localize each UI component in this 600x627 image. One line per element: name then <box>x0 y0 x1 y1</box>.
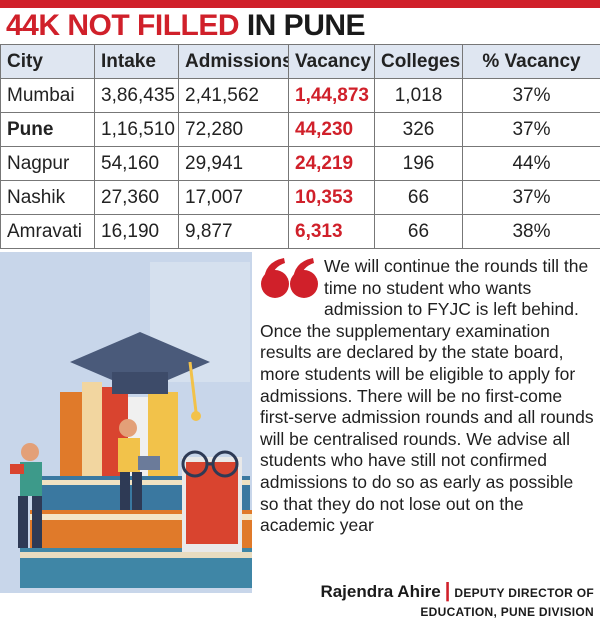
headline-rest: IN PUNE <box>239 9 366 42</box>
student-left-head <box>21 443 39 461</box>
cell-colleges: 1,018 <box>374 78 463 113</box>
table-row: Nagpur 54,160 29,941 24,219 196 44% <box>0 146 600 181</box>
cell-city: Nagpur <box>0 146 95 181</box>
cell-colleges: 66 <box>374 180 463 215</box>
table-row: Nashik 27,360 17,007 10,353 66 37% <box>0 180 600 215</box>
author-name: Rajendra Ahire <box>320 582 441 601</box>
cell-city: Pune <box>0 112 95 147</box>
cell-vacancy: 44,230 <box>288 112 375 147</box>
headline-red: 44K NOT FILLED <box>6 9 240 42</box>
quote-box: We will continue the rounds till the tim… <box>256 252 596 627</box>
graduation-cap-icon <box>70 332 210 392</box>
author-role-line2: EDUCATION, PUNE DIVISION <box>420 605 594 619</box>
cell-admissions: 17,007 <box>178 180 289 215</box>
cell-vacancy: 10,353 <box>288 180 375 215</box>
quote-text: We will continue the rounds till the tim… <box>260 256 594 536</box>
cell-colleges: 326 <box>374 112 463 147</box>
cell-city: Mumbai <box>0 78 95 113</box>
student-right-head <box>119 419 137 437</box>
admissions-table: City Intake Admissions Vacancy Colleges … <box>0 44 600 249</box>
cell-intake: 3,86,435 <box>94 78 179 113</box>
table-row: Mumbai 3,86,435 2,41,562 1,44,873 1,018 … <box>0 78 600 113</box>
cell-admissions: 9,877 <box>178 214 289 249</box>
header-pct-vacancy: % Vacancy <box>462 44 600 79</box>
table-header-row: City Intake Admissions Vacancy Colleges … <box>0 44 600 79</box>
quote-mark-icon <box>260 256 320 300</box>
book-upright-2 <box>82 382 102 476</box>
header-vacancy: Vacancy <box>288 44 375 79</box>
cell-colleges: 196 <box>374 146 463 181</box>
cell-admissions: 29,941 <box>178 146 289 181</box>
cell-pct: 37% <box>462 78 600 113</box>
cell-colleges: 66 <box>374 214 463 249</box>
quote-attribution: Rajendra Ahire | DEPUTY DIRECTOR OF EDUCAT… <box>256 580 594 619</box>
cell-city: Nashik <box>0 180 95 215</box>
cell-admissions: 72,280 <box>178 112 289 147</box>
cell-pct: 38% <box>462 214 600 249</box>
header-colleges: Colleges <box>374 44 463 79</box>
cell-pct: 37% <box>462 180 600 215</box>
cell-vacancy: 24,219 <box>288 146 375 181</box>
cell-pct: 37% <box>462 112 600 147</box>
table-row: Pune 1,16,510 72,280 44,230 326 37% <box>0 112 600 147</box>
cell-intake: 54,160 <box>94 146 179 181</box>
quote-paragraph: We will continue the rounds till the tim… <box>260 256 594 537</box>
cell-pct: 44% <box>462 146 600 181</box>
header-city: City <box>0 44 95 79</box>
author-role-line1: DEPUTY DIRECTOR OF <box>454 586 594 600</box>
cell-intake: 1,16,510 <box>94 112 179 147</box>
table-row: Amravati 16,190 9,877 6,313 66 38% <box>0 214 600 249</box>
cell-vacancy: 6,313 <box>288 214 375 249</box>
book-upright-1 <box>60 392 82 476</box>
top-accent-bar <box>0 0 600 8</box>
cell-vacancy: 1,44,873 <box>288 78 375 113</box>
headline: 44K NOT FILLED IN PUNE <box>6 8 366 44</box>
cell-city: Amravati <box>0 214 95 249</box>
books-students-illustration <box>0 252 252 593</box>
cell-intake: 16,190 <box>94 214 179 249</box>
cell-admissions: 2,41,562 <box>178 78 289 113</box>
cell-intake: 27,360 <box>94 180 179 215</box>
header-intake: Intake <box>94 44 179 79</box>
education-illustration <box>0 252 252 593</box>
header-admissions: Admissions <box>178 44 289 79</box>
attribution-separator: | <box>444 580 451 602</box>
